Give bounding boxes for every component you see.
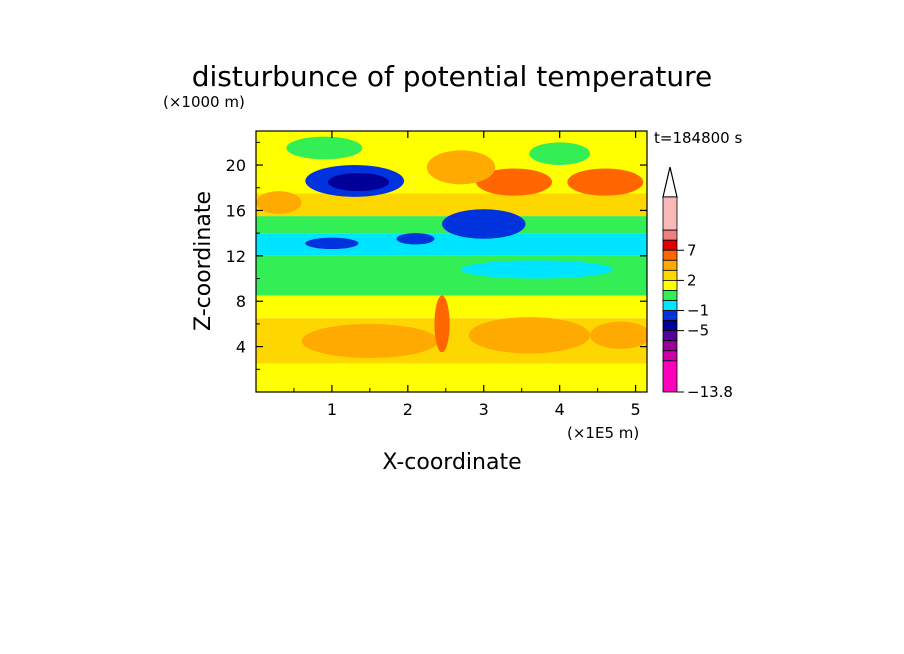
colorbar-swatch — [662, 330, 678, 342]
colorbar-label: −5 — [687, 322, 709, 340]
colorbar-swatch — [662, 320, 678, 332]
colorbar-extend-arrow — [662, 166, 678, 198]
x-tick-label: 1 — [327, 400, 337, 419]
y-tick-label: 16 — [226, 201, 246, 220]
y-unit-label: (×1000 m) — [163, 93, 245, 111]
colorbar-label: 7 — [687, 241, 697, 259]
x-tick-label: 4 — [555, 400, 565, 419]
colorbar: 7 2 −1 −5 −13.8 — [662, 166, 733, 401]
contour-cell — [301, 323, 439, 358]
colorbar-swatch — [662, 196, 678, 231]
time-label: t=184800 s — [654, 129, 742, 147]
colorbar-label: −13.8 — [687, 383, 733, 401]
contour-cell — [476, 168, 553, 196]
contour-cell — [328, 172, 389, 192]
colorbar-swatch — [662, 279, 678, 291]
colorbar-swatch — [662, 300, 678, 311]
colorbar-swatch — [662, 310, 678, 321]
y-tick-label: 4 — [236, 338, 246, 357]
colorbar-label: −1 — [687, 302, 709, 320]
contour-cell — [442, 209, 526, 239]
colorbar-swatch — [662, 269, 678, 281]
contour-band — [256, 295, 647, 319]
colorbar-swatch — [662, 360, 678, 393]
y-axis: 4 8 12 16 20 — [226, 141, 647, 370]
contour-band — [256, 193, 647, 217]
contour-cell — [396, 233, 435, 245]
colorbar-swatch — [662, 229, 678, 241]
contour-band — [256, 363, 647, 381]
contour-band — [256, 233, 647, 256]
x-axis-title: X-coordinate — [382, 450, 521, 475]
contour-cell — [426, 150, 496, 185]
contour-field — [256, 131, 647, 392]
x-tick-label: 5 — [631, 400, 641, 419]
contour-cell — [305, 237, 359, 250]
y-tick-label: 20 — [226, 156, 246, 175]
contour-cell — [590, 321, 647, 349]
colorbar-swatch — [662, 249, 678, 261]
y-axis-title: Z-coordinate — [191, 191, 216, 331]
contour-cell — [529, 142, 591, 166]
contour-band — [256, 380, 647, 392]
x-tick-label: 3 — [479, 400, 489, 419]
colorbar-swatch — [662, 350, 678, 362]
colorbar-swatch — [662, 340, 678, 352]
chart-title: disturbunce of potential temperature — [192, 60, 713, 93]
colorbar-swatch — [662, 259, 678, 271]
x-axis: 1 2 3 4 5 — [293, 131, 641, 419]
contour-cell — [468, 317, 591, 354]
contour-cell — [460, 260, 613, 279]
y-tick-label: 8 — [236, 292, 246, 311]
y-tick-label: 12 — [226, 247, 246, 266]
x-unit-label: (×1E5 m) — [567, 424, 639, 442]
x-tick-label: 2 — [403, 400, 413, 419]
colorbar-swatch — [662, 239, 678, 251]
plot-frame — [255, 130, 648, 393]
contour-cell — [286, 136, 363, 160]
contour-cell — [434, 295, 450, 353]
contour-cell — [567, 168, 644, 196]
colorbar-swatch — [662, 290, 678, 301]
colorbar-label: 2 — [687, 271, 697, 289]
contour-cell — [256, 191, 302, 214]
